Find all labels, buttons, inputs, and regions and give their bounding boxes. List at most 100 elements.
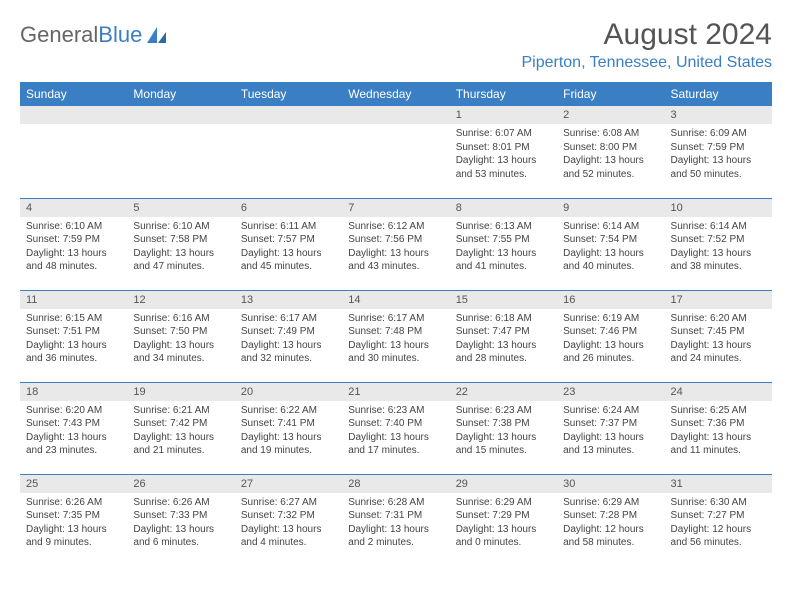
sunset: Sunset: 7:50 PM <box>133 325 228 339</box>
day-number <box>20 106 127 124</box>
day-cell: 27Sunrise: 6:27 AMSunset: 7:32 PMDayligh… <box>235 474 342 566</box>
day-number: 24 <box>665 383 772 401</box>
title-block: August 2024 Piperton, Tennessee, United … <box>521 18 772 72</box>
week-row: 4Sunrise: 6:10 AMSunset: 7:59 PMDaylight… <box>20 198 772 290</box>
sunset: Sunset: 7:33 PM <box>133 509 228 523</box>
day-cell: 8Sunrise: 6:13 AMSunset: 7:55 PMDaylight… <box>450 198 557 290</box>
sunrise: Sunrise: 6:14 AM <box>563 220 658 234</box>
sunset: Sunset: 7:35 PM <box>26 509 121 523</box>
daylight-line2: and 28 minutes. <box>456 352 551 366</box>
day-number: 21 <box>342 383 449 401</box>
day-cell: 4Sunrise: 6:10 AMSunset: 7:59 PMDaylight… <box>20 198 127 290</box>
daylight-line2: and 17 minutes. <box>348 444 443 458</box>
daylight-line1: Daylight: 13 hours <box>563 431 658 445</box>
day-cell: 1Sunrise: 6:07 AMSunset: 8:01 PMDaylight… <box>450 106 557 198</box>
sunset: Sunset: 7:43 PM <box>26 417 121 431</box>
day-cell: 20Sunrise: 6:22 AMSunset: 7:41 PMDayligh… <box>235 382 342 474</box>
sunset: Sunset: 7:37 PM <box>563 417 658 431</box>
daylight-line2: and 41 minutes. <box>456 260 551 274</box>
daylight-line2: and 36 minutes. <box>26 352 121 366</box>
sunrise: Sunrise: 6:27 AM <box>241 496 336 510</box>
sunset: Sunset: 7:38 PM <box>456 417 551 431</box>
day-data: Sunrise: 6:29 AMSunset: 7:29 PMDaylight:… <box>450 493 557 555</box>
day-cell: 5Sunrise: 6:10 AMSunset: 7:58 PMDaylight… <box>127 198 234 290</box>
day-number: 11 <box>20 291 127 309</box>
day-data: Sunrise: 6:09 AMSunset: 7:59 PMDaylight:… <box>665 124 772 186</box>
daylight-line2: and 52 minutes. <box>563 168 658 182</box>
month-title: August 2024 <box>521 18 772 52</box>
day-number: 14 <box>342 291 449 309</box>
sunset: Sunset: 7:59 PM <box>26 233 121 247</box>
daylight-line1: Daylight: 13 hours <box>26 523 121 537</box>
day-number: 23 <box>557 383 664 401</box>
day-number: 18 <box>20 383 127 401</box>
daylight-line2: and 4 minutes. <box>241 536 336 550</box>
sunrise: Sunrise: 6:29 AM <box>563 496 658 510</box>
daylight-line2: and 50 minutes. <box>671 168 766 182</box>
sunrise: Sunrise: 6:26 AM <box>133 496 228 510</box>
daylight-line1: Daylight: 13 hours <box>671 339 766 353</box>
day-data: Sunrise: 6:23 AMSunset: 7:40 PMDaylight:… <box>342 401 449 463</box>
daylight-line1: Daylight: 13 hours <box>563 247 658 261</box>
day-cell <box>20 106 127 198</box>
sunrise: Sunrise: 6:14 AM <box>671 220 766 234</box>
daylight-line1: Daylight: 13 hours <box>26 431 121 445</box>
daylight-line1: Daylight: 13 hours <box>456 523 551 537</box>
day-cell: 3Sunrise: 6:09 AMSunset: 7:59 PMDaylight… <box>665 106 772 198</box>
sunrise: Sunrise: 6:09 AM <box>671 127 766 141</box>
day-data: Sunrise: 6:08 AMSunset: 8:00 PMDaylight:… <box>557 124 664 186</box>
day-data: Sunrise: 6:23 AMSunset: 7:38 PMDaylight:… <box>450 401 557 463</box>
day-cell <box>342 106 449 198</box>
daylight-line2: and 47 minutes. <box>133 260 228 274</box>
day-data: Sunrise: 6:25 AMSunset: 7:36 PMDaylight:… <box>665 401 772 463</box>
week-row: 11Sunrise: 6:15 AMSunset: 7:51 PMDayligh… <box>20 290 772 382</box>
daylight-line1: Daylight: 13 hours <box>671 154 766 168</box>
daylight-line2: and 2 minutes. <box>348 536 443 550</box>
sunset: Sunset: 7:28 PM <box>563 509 658 523</box>
daylight-line1: Daylight: 13 hours <box>241 431 336 445</box>
day-data: Sunrise: 6:11 AMSunset: 7:57 PMDaylight:… <box>235 217 342 279</box>
daylight-line2: and 43 minutes. <box>348 260 443 274</box>
daylight-line1: Daylight: 13 hours <box>348 247 443 261</box>
sunrise: Sunrise: 6:08 AM <box>563 127 658 141</box>
sunrise: Sunrise: 6:17 AM <box>348 312 443 326</box>
day-cell <box>127 106 234 198</box>
day-cell: 14Sunrise: 6:17 AMSunset: 7:48 PMDayligh… <box>342 290 449 382</box>
sunrise: Sunrise: 6:28 AM <box>348 496 443 510</box>
day-number: 3 <box>665 106 772 124</box>
sunrise: Sunrise: 6:26 AM <box>26 496 121 510</box>
day-number: 12 <box>127 291 234 309</box>
sunset: Sunset: 7:55 PM <box>456 233 551 247</box>
day-number: 7 <box>342 199 449 217</box>
daylight-line1: Daylight: 13 hours <box>26 339 121 353</box>
day-number: 5 <box>127 199 234 217</box>
daylight-line1: Daylight: 13 hours <box>563 154 658 168</box>
daylight-line1: Daylight: 13 hours <box>671 431 766 445</box>
sunrise: Sunrise: 6:23 AM <box>348 404 443 418</box>
daylight-line2: and 11 minutes. <box>671 444 766 458</box>
daylight-line1: Daylight: 13 hours <box>348 523 443 537</box>
day-cell: 13Sunrise: 6:17 AMSunset: 7:49 PMDayligh… <box>235 290 342 382</box>
daylight-line2: and 23 minutes. <box>26 444 121 458</box>
sunset: Sunset: 7:54 PM <box>563 233 658 247</box>
day-data: Sunrise: 6:16 AMSunset: 7:50 PMDaylight:… <box>127 309 234 371</box>
dayname-wednesday: Wednesday <box>342 82 449 106</box>
sunset: Sunset: 8:01 PM <box>456 141 551 155</box>
week-row: 1Sunrise: 6:07 AMSunset: 8:01 PMDaylight… <box>20 106 772 198</box>
sunset: Sunset: 7:47 PM <box>456 325 551 339</box>
sunrise: Sunrise: 6:21 AM <box>133 404 228 418</box>
dayname-saturday: Saturday <box>665 82 772 106</box>
day-number: 13 <box>235 291 342 309</box>
daylight-line1: Daylight: 13 hours <box>456 247 551 261</box>
sunset: Sunset: 7:49 PM <box>241 325 336 339</box>
daylight-line2: and 6 minutes. <box>133 536 228 550</box>
sunrise: Sunrise: 6:12 AM <box>348 220 443 234</box>
sunset: Sunset: 7:36 PM <box>671 417 766 431</box>
logo-text-1: General <box>20 22 98 48</box>
daylight-line2: and 48 minutes. <box>26 260 121 274</box>
day-data: Sunrise: 6:24 AMSunset: 7:37 PMDaylight:… <box>557 401 664 463</box>
sunrise: Sunrise: 6:11 AM <box>241 220 336 234</box>
day-number: 26 <box>127 475 234 493</box>
daylight-line2: and 58 minutes. <box>563 536 658 550</box>
sunrise: Sunrise: 6:18 AM <box>456 312 551 326</box>
